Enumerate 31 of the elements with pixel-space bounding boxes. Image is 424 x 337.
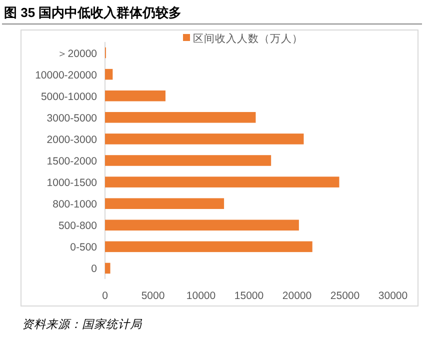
y-tick-label: 0-500 bbox=[70, 242, 98, 254]
x-tick-label: 25000 bbox=[330, 290, 360, 302]
bar bbox=[105, 90, 166, 102]
bar bbox=[105, 198, 224, 209]
x-tick-label: 10000 bbox=[186, 290, 216, 302]
text: 资料来源：国家统计局 bbox=[22, 318, 143, 331]
x-tick-label: 0 bbox=[102, 290, 108, 302]
bar bbox=[105, 220, 299, 231]
x-tick-label: 20000 bbox=[282, 290, 312, 302]
chart-title: 图 35 国内中低收入群体仍较多 bbox=[4, 5, 182, 20]
x-tick-label: 5000 bbox=[141, 290, 165, 302]
y-tick-label: 1500-2000 bbox=[46, 156, 98, 168]
legend-label: 区间收入人数（万人） bbox=[193, 32, 303, 45]
y-tick-label: 800-1000 bbox=[52, 198, 98, 211]
x-tick-label: 15000 bbox=[234, 290, 264, 302]
y-tick-label: 3000-5000 bbox=[46, 112, 98, 124]
bar bbox=[105, 262, 110, 274]
bar bbox=[105, 68, 113, 80]
bar bbox=[105, 155, 272, 166]
y-tick-label: ＞20000 bbox=[56, 48, 98, 60]
bar bbox=[105, 176, 340, 188]
x-tick-label: 30000 bbox=[378, 290, 408, 302]
y-tick-label: 1000-1500 bbox=[46, 177, 98, 190]
y-tick-label: 2000-3000 bbox=[46, 134, 98, 146]
y-tick-label: 500-800 bbox=[58, 220, 98, 232]
bar bbox=[105, 112, 256, 123]
y-tick-label: 5000-10000 bbox=[40, 90, 98, 103]
bar bbox=[105, 241, 312, 252]
y-tick-label: 10000-20000 bbox=[35, 69, 98, 82]
bar bbox=[105, 134, 304, 144]
y-tick-label: 0 bbox=[91, 263, 98, 276]
